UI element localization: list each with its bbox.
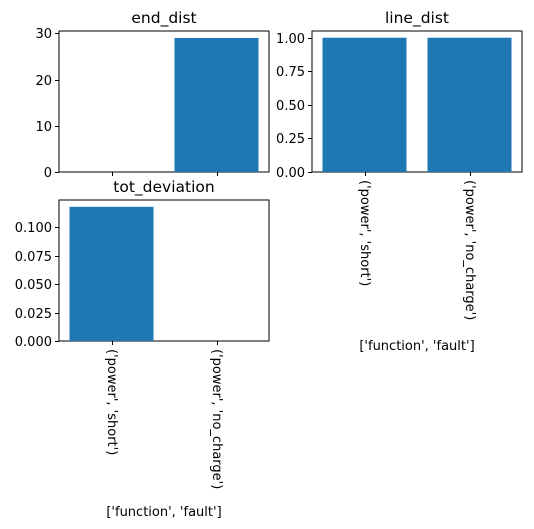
bars bbox=[69, 206, 154, 341]
y-tick-label: 0.000 bbox=[15, 335, 52, 350]
x-axis-ticks: ('power', 'short') ('power', 'no_charge') bbox=[104, 341, 224, 489]
bar bbox=[322, 37, 407, 172]
y-tick-label: 0 bbox=[44, 166, 52, 181]
chart-tot-deviation: 0.000 0.025 0.050 0.075 0.100 ('power', 'sho… bbox=[15, 178, 270, 520]
x-axis-label: ['function', 'fault'] bbox=[106, 505, 221, 520]
y-tick-label: 0.100 bbox=[15, 221, 52, 236]
x-tick-label: ('power', 'short') bbox=[104, 349, 119, 455]
chart-end-dist: 0 10 20 30 end_dist bbox=[35, 9, 270, 181]
y-tick-label: 30 bbox=[35, 27, 52, 42]
x-axis-ticks bbox=[112, 172, 218, 176]
y-tick-label: 10 bbox=[35, 120, 52, 135]
x-axis-ticks: ('power', 'short') ('power', 'no_charge') bbox=[357, 172, 477, 320]
bar bbox=[174, 37, 259, 173]
chart-line-dist: 0.000.250.500.751.00 ('power', 'short')(… bbox=[276, 9, 523, 354]
chart-title: line_dist bbox=[385, 9, 449, 28]
y-axis-ticks: 0.00 0.25 0.50 0.75 1.00 bbox=[276, 32, 312, 181]
y-tick-label: 20 bbox=[35, 74, 52, 89]
axes-frame bbox=[58, 30, 270, 173]
bars bbox=[174, 37, 259, 173]
bars bbox=[322, 37, 512, 172]
y-tick-label: 1.00 bbox=[276, 32, 305, 47]
x-tick-label: ('power', 'no_charge') bbox=[209, 349, 224, 489]
y-tick-label: 0.050 bbox=[15, 278, 52, 293]
axes-frame bbox=[58, 199, 270, 342]
y-tick-label: 0.25 bbox=[276, 132, 305, 147]
bar bbox=[427, 37, 512, 172]
chart-title: end_dist bbox=[131, 9, 196, 28]
y-axis-ticks: 0 10 20 30 bbox=[35, 27, 59, 181]
x-tick-label: ('power', 'short') bbox=[357, 180, 372, 286]
axes-frame bbox=[311, 30, 523, 173]
y-axis-ticks: 0.000 0.025 0.050 0.075 0.100 bbox=[15, 221, 59, 350]
y-tick-label: 0.00 bbox=[276, 166, 305, 181]
chart-title: tot_deviation bbox=[113, 178, 214, 197]
y-tick-label: 0.025 bbox=[15, 307, 52, 322]
y-tick-label: 0.75 bbox=[276, 65, 305, 80]
bar bbox=[69, 206, 154, 341]
x-tick-label: ('power', 'no_charge') bbox=[462, 180, 477, 320]
y-tick-label: 0.50 bbox=[276, 99, 305, 114]
y-tick-label: 0.075 bbox=[15, 250, 52, 265]
x-axis-label: ['function', 'fault'] bbox=[359, 339, 474, 354]
